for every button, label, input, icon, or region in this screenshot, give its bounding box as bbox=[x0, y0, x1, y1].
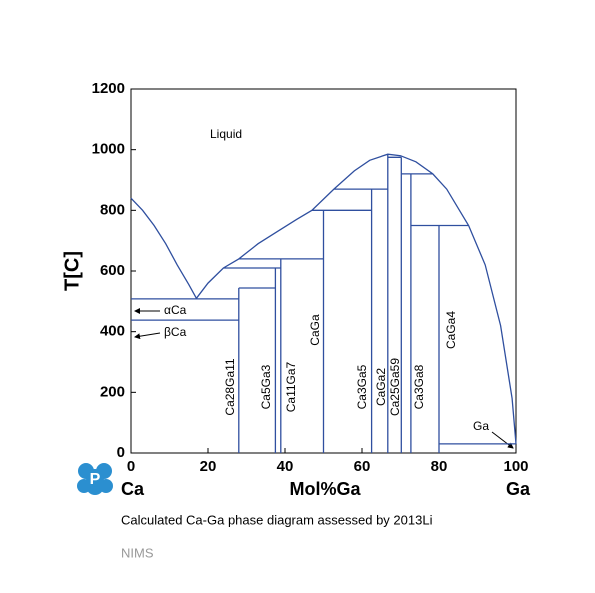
x-axis-label: Mol%Ga bbox=[289, 479, 361, 499]
y-tick-label: 800 bbox=[100, 201, 125, 218]
y-tick-label: 400 bbox=[100, 323, 125, 340]
phase-label: CaGa2 bbox=[374, 368, 388, 406]
phase-label: Ca3Ga8 bbox=[412, 364, 426, 409]
phase-label: Ca11Ga7 bbox=[284, 361, 298, 412]
caption: Calculated Ca-Ga phase diagram assessed … bbox=[121, 512, 433, 527]
y-tick-label: 1000 bbox=[92, 141, 125, 158]
svg-text:P: P bbox=[90, 471, 101, 488]
phase-label: Liquid bbox=[210, 127, 242, 141]
phase-label: CaGa bbox=[308, 314, 322, 346]
phase-label: Ca3Ga5 bbox=[355, 364, 369, 409]
x-tick-label: 80 bbox=[431, 458, 448, 475]
x-tick-label: 0 bbox=[127, 458, 135, 475]
phase-label: Ga bbox=[473, 419, 489, 433]
x-tick-label: 100 bbox=[503, 458, 528, 475]
source: NIMS bbox=[121, 545, 154, 560]
phase-boundary bbox=[130, 153, 517, 453]
phase-label: Ca25Ga59 bbox=[388, 358, 402, 416]
y-tick-label: 0 bbox=[117, 444, 125, 461]
x-tick-label: 60 bbox=[354, 458, 371, 475]
logo: P bbox=[77, 463, 113, 495]
arrow bbox=[491, 431, 514, 449]
phase-label: βCa bbox=[164, 325, 187, 339]
arrow bbox=[134, 332, 161, 340]
y-tick-label: 200 bbox=[100, 383, 125, 400]
phase-label: Ca5Ga3 bbox=[259, 364, 273, 409]
phase-label: CaGa4 bbox=[444, 311, 458, 349]
x-tick-label: 20 bbox=[200, 458, 217, 475]
y-tick-label: 1200 bbox=[92, 80, 125, 97]
phase-label: αCa bbox=[164, 303, 187, 317]
left-component: Ca bbox=[121, 479, 145, 499]
y-tick-label: 600 bbox=[100, 262, 125, 279]
right-component: Ga bbox=[506, 479, 531, 499]
y-axis-label: T[C] bbox=[61, 251, 83, 291]
phase-label: Ca28Ga11 bbox=[223, 358, 237, 415]
x-tick-label: 40 bbox=[277, 458, 294, 475]
